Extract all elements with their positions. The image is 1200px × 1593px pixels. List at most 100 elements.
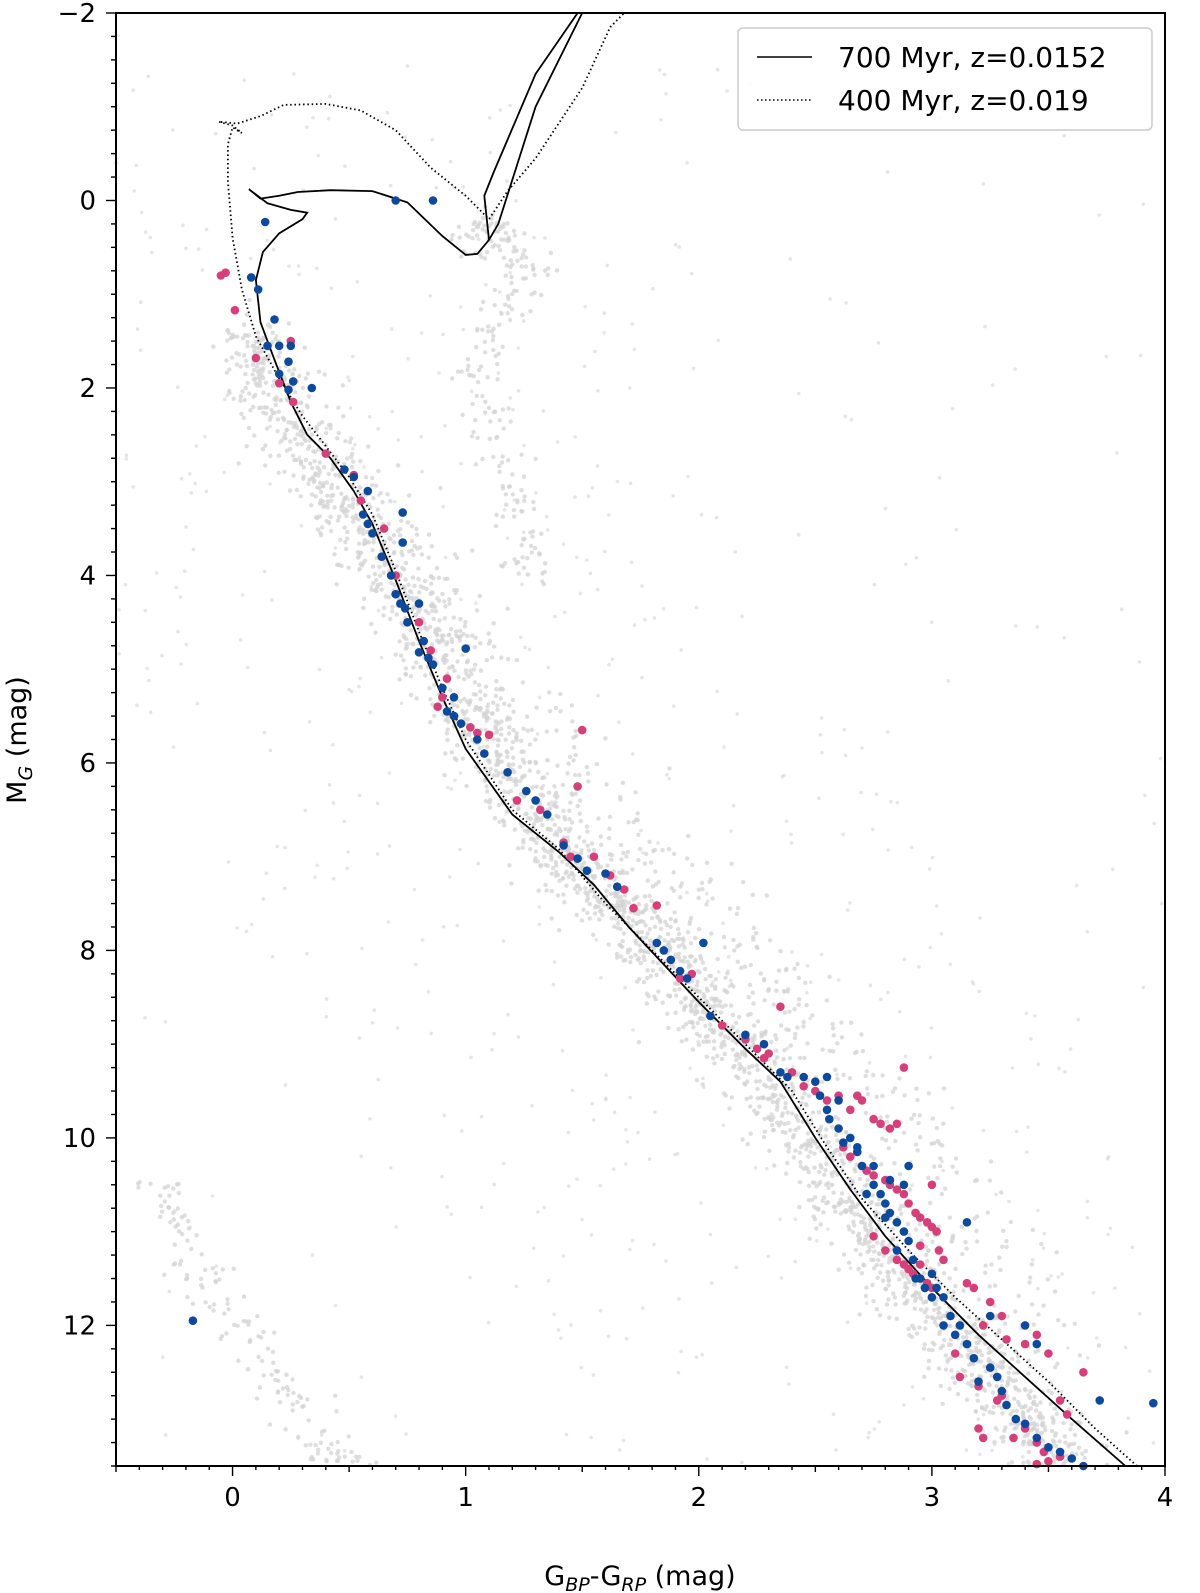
background-star	[848, 1020, 854, 1025]
background-star	[423, 608, 428, 613]
background-star	[1021, 1439, 1026, 1444]
pink-star-point	[484, 730, 494, 740]
background-star	[1138, 353, 1143, 358]
background-star	[270, 383, 276, 388]
background-star	[342, 497, 347, 503]
background-star	[543, 862, 548, 868]
pink-star-point	[717, 1021, 727, 1030]
background-star	[819, 716, 824, 720]
background-star	[324, 1459, 329, 1464]
background-star	[621, 931, 627, 936]
background-star	[1137, 1311, 1142, 1316]
background-star	[565, 771, 570, 776]
background-star	[478, 696, 483, 702]
background-star	[950, 406, 955, 411]
background-star	[746, 1065, 752, 1070]
background-star	[731, 803, 736, 808]
blue-star-point	[997, 1386, 1007, 1396]
background-star	[711, 1039, 717, 1044]
background-star	[167, 1193, 172, 1198]
background-star	[487, 116, 492, 120]
background-star	[739, 1065, 744, 1070]
background-star	[974, 1392, 980, 1398]
background-star	[378, 515, 384, 521]
background-star	[571, 735, 576, 740]
pink-star-point	[473, 728, 482, 738]
background-star	[683, 995, 688, 1000]
background-star	[315, 527, 321, 532]
background-star	[857, 1240, 862, 1246]
background-star	[652, 847, 658, 853]
background-star	[507, 725, 512, 730]
background-star	[792, 966, 797, 971]
background-star	[565, 847, 571, 852]
background-star	[511, 228, 517, 234]
background-star	[577, 772, 582, 778]
pink-star-point	[955, 1372, 965, 1382]
background-star	[429, 544, 434, 549]
background-star	[859, 1271, 865, 1276]
background-star	[841, 1072, 846, 1078]
background-star	[582, 364, 587, 369]
background-star	[171, 745, 176, 749]
background-star	[407, 596, 413, 601]
background-star	[1027, 1275, 1033, 1280]
background-star	[457, 235, 462, 240]
background-star	[539, 292, 544, 298]
background-star	[787, 1009, 792, 1014]
background-star	[827, 974, 832, 979]
background-star	[1085, 930, 1090, 934]
background-star	[294, 487, 300, 493]
background-star	[635, 957, 641, 962]
background-star	[309, 476, 315, 481]
background-star	[247, 297, 252, 303]
background-star	[974, 1228, 979, 1234]
background-star	[501, 774, 506, 780]
blue-star-point	[776, 1068, 785, 1077]
background-star	[537, 905, 541, 909]
background-star	[503, 230, 509, 236]
background-star	[641, 1306, 645, 1310]
background-star	[886, 848, 890, 852]
background-star	[877, 1218, 882, 1223]
background-star	[762, 978, 767, 983]
background-star	[503, 302, 508, 307]
background-star	[283, 1427, 288, 1432]
background-star	[864, 1241, 869, 1246]
background-star	[688, 1066, 693, 1070]
background-star	[397, 639, 402, 644]
background-star	[729, 861, 734, 866]
background-star	[791, 1088, 796, 1094]
background-star	[510, 492, 515, 497]
background-star	[492, 644, 497, 649]
background-star	[340, 503, 345, 509]
background-star	[754, 931, 759, 936]
background-star	[874, 1262, 879, 1268]
background-star	[821, 1195, 827, 1200]
background-star	[966, 1348, 972, 1353]
background-star	[945, 1359, 950, 1364]
background-star	[877, 1202, 882, 1207]
background-star	[1006, 1375, 1012, 1381]
background-star	[292, 458, 297, 463]
background-star	[603, 736, 608, 741]
blue-star-point	[391, 196, 401, 205]
background-star	[506, 484, 512, 489]
background-star	[1006, 1461, 1011, 1466]
background-star	[570, 1088, 575, 1093]
background-star	[494, 512, 499, 518]
background-star	[947, 1215, 953, 1220]
background-star	[175, 1222, 181, 1227]
background-star	[826, 1185, 831, 1191]
background-star	[1043, 1427, 1048, 1433]
background-star	[961, 1288, 966, 1293]
background-star	[238, 395, 243, 399]
background-star	[241, 322, 247, 327]
background-star	[262, 569, 267, 574]
background-star	[565, 862, 570, 867]
background-star	[715, 689, 719, 694]
background-star	[643, 618, 647, 622]
background-star	[786, 1149, 791, 1154]
background-star	[494, 753, 499, 758]
background-star	[673, 1010, 678, 1015]
